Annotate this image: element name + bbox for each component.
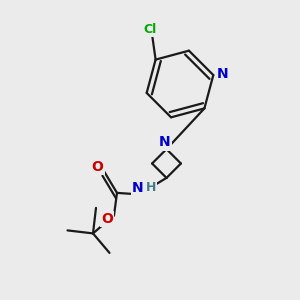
Text: O: O [92,160,104,174]
Text: N: N [159,136,171,149]
Text: Cl: Cl [143,23,156,36]
Text: N: N [132,181,144,195]
Text: O: O [101,212,113,226]
Text: N: N [217,67,228,81]
Text: H: H [146,181,156,194]
